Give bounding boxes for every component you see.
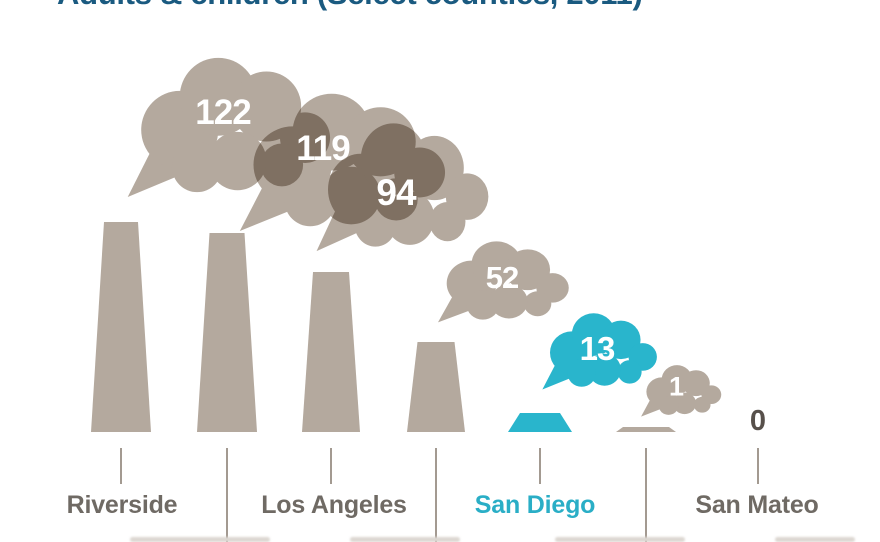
smoke-cloud <box>316 123 489 252</box>
chart-title: Adults & children (Select counties, 2011… <box>57 0 643 12</box>
zero-value-label: 0 <box>749 405 767 437</box>
smoke-cloud <box>542 313 657 390</box>
cloud-tail <box>127 139 205 198</box>
smoke-cloud <box>437 241 569 323</box>
tick-line <box>757 448 759 484</box>
smokestack <box>616 427 676 432</box>
cropped-label-remnant <box>130 537 270 542</box>
cropped-label-remnant <box>555 537 685 542</box>
cloud-tail <box>641 395 672 417</box>
smokestack <box>407 342 465 432</box>
tick-line <box>330 448 332 484</box>
smoke-cloud <box>127 57 331 198</box>
divider-line <box>226 448 228 542</box>
smokestack <box>197 233 257 432</box>
smokestack <box>302 272 360 432</box>
cropped-label-remnant <box>350 537 460 542</box>
cloud-tail <box>239 174 318 232</box>
cropped-label-remnant <box>775 537 855 542</box>
smoke-cloud <box>641 365 722 417</box>
divider-line <box>645 448 647 542</box>
tick-line <box>120 448 122 484</box>
smokestack <box>91 222 151 432</box>
cloud-value-label: 13 <box>579 330 616 367</box>
cloud-value-label: 122 <box>195 93 251 132</box>
cloud-tail <box>316 198 382 252</box>
county-label-san-diego: San Diego <box>474 491 596 519</box>
county-label-los-angeles: Los Angeles <box>261 491 407 519</box>
smokestack <box>508 413 572 432</box>
tick-line <box>539 448 541 484</box>
divider-line <box>435 448 437 542</box>
cloud-tail <box>437 289 488 323</box>
cloud-value-label: 94 <box>376 172 416 213</box>
cloud-value-label: 52 <box>485 260 519 295</box>
county-label-riverside: Riverside <box>66 491 178 519</box>
cloud-tail <box>542 358 586 390</box>
cloud-value-label: 1 <box>668 371 684 402</box>
county-label-san-mateo: San Mateo <box>695 491 819 519</box>
